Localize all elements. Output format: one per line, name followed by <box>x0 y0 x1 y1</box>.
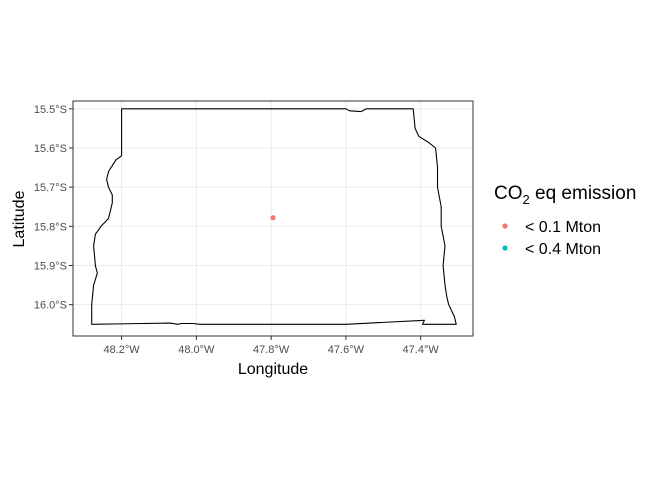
x-tick-label-3: 47.6°W <box>328 344 365 356</box>
legend-label-low: < 0.1 Mton <box>525 219 601 236</box>
x-tick-label-0: 48.2°W <box>103 344 140 356</box>
x-axis-title: Longitude <box>238 361 308 378</box>
legend-key-low <box>502 223 508 229</box>
panel-border <box>72 100 474 337</box>
y-tick-label-3: 15.8°S <box>34 221 67 233</box>
y-tick-label-5: 16.0°S <box>34 300 67 312</box>
y-axis-ticks: 15.5°S 15.6°S 15.7°S 15.8°S 15.9°S 16.0°S <box>34 104 73 312</box>
x-axis-ticks: 48.2°W 48.0°W 47.8°W 47.6°W 47.4°W <box>103 336 439 356</box>
region-boundary <box>91 108 457 325</box>
y-tick-label-2: 15.7°S <box>34 182 67 194</box>
x-tick-label-2: 47.8°W <box>253 344 290 356</box>
y-axis-title: Latitude <box>11 190 28 247</box>
emission-point-0 <box>270 215 276 221</box>
legend-title: CO2 eq emission <box>494 183 636 207</box>
legend-key-high <box>502 245 508 251</box>
y-tick-label-0: 15.5°S <box>34 104 67 116</box>
emission-points <box>270 215 276 221</box>
x-tick-label-4: 47.4°W <box>403 344 440 356</box>
x-tick-label-1: 48.0°W <box>178 344 215 356</box>
legend: CO2 eq emission < 0.1 Mton < 0.4 Mton <box>494 183 636 258</box>
y-tick-label-1: 15.6°S <box>34 143 67 155</box>
y-tick-label-4: 15.9°S <box>34 261 67 273</box>
legend-label-high: < 0.4 Mton <box>525 241 601 258</box>
